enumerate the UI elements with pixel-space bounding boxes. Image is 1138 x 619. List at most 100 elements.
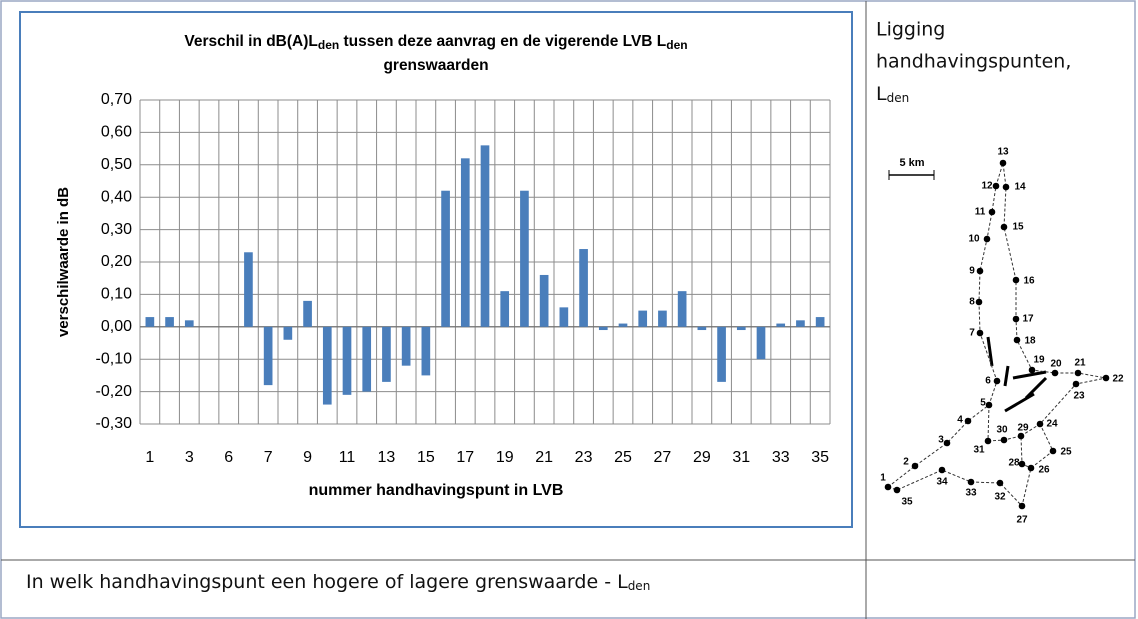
- map-point-label: 4: [957, 415, 963, 426]
- y-tick-label: 0,40: [101, 188, 132, 205]
- bar: [559, 307, 569, 327]
- bar: [756, 326, 766, 360]
- bar: [736, 326, 746, 331]
- runway: [1024, 376, 1048, 400]
- x-tick-label: 27: [654, 449, 672, 466]
- map-point-label: 5: [980, 398, 986, 409]
- map-point-label: 10: [968, 234, 980, 245]
- map-point-label: 25: [1060, 447, 1072, 458]
- title-sub: den: [887, 91, 910, 105]
- title-sub: den: [318, 38, 339, 52]
- bar: [184, 320, 194, 327]
- bar: [520, 190, 529, 327]
- map-point-label: 9: [969, 266, 975, 277]
- map-point-label: 7: [969, 328, 975, 339]
- map-route: [887, 162, 1107, 508]
- plot: -0,30 -0,20 -0,10 0,00 0,10 0,20 0,30 0,40 0,50 0…: [96, 91, 831, 466]
- y-tick-label: 0,70: [101, 91, 132, 108]
- map-point-label: 8: [969, 297, 975, 308]
- map-point-label: 28: [1008, 458, 1020, 469]
- x-tick-label: 11: [339, 449, 356, 466]
- map-point: [976, 267, 984, 275]
- map-point: [1012, 276, 1020, 284]
- bar: [579, 249, 588, 327]
- map-point: [983, 235, 991, 243]
- map-point: [1018, 502, 1026, 510]
- x-tick-label: 25: [614, 449, 632, 466]
- bar: [362, 326, 372, 392]
- bar: [618, 323, 628, 327]
- map-point-label: 33: [965, 488, 977, 499]
- map-point-label: 35: [901, 497, 913, 508]
- map-title: Lden: [876, 83, 909, 105]
- map-point: [993, 377, 1001, 385]
- bar: [244, 252, 253, 327]
- map-point-label: 3: [938, 435, 944, 446]
- bar: [322, 326, 332, 405]
- footer-text: In welk handhavingspunt een hogere of la…: [26, 571, 650, 593]
- map-point: [975, 298, 983, 306]
- bar: [460, 158, 470, 327]
- map-point: [1018, 460, 1026, 468]
- map-point: [1012, 315, 1020, 323]
- map-point-label: 24: [1046, 419, 1058, 430]
- runway: [1004, 392, 1035, 413]
- bar: [303, 300, 312, 327]
- map-point: [1027, 464, 1035, 472]
- bar: [263, 326, 273, 386]
- map-title: Ligging: [876, 19, 945, 41]
- map-point-label: 31: [973, 445, 985, 456]
- x-tick-label: 31: [732, 449, 750, 466]
- scale-label: 5 km: [899, 157, 924, 169]
- map-point-label: 34: [936, 477, 948, 488]
- x-tick-label: 33: [772, 449, 790, 466]
- map-point-label: 12: [981, 181, 993, 192]
- bar: [283, 326, 293, 340]
- bar: [500, 291, 510, 327]
- x-tick-label: 1: [145, 449, 154, 466]
- bar: [145, 317, 155, 327]
- y-tick-label: -0,30: [96, 415, 133, 432]
- bar: [401, 326, 411, 366]
- x-tick-label: 29: [693, 449, 711, 466]
- footer-sub: den: [628, 579, 651, 593]
- bar: [638, 310, 648, 327]
- map-point: [1028, 366, 1036, 374]
- y-tick-label: 0,00: [101, 318, 132, 335]
- map-point-label: 1: [880, 473, 886, 484]
- map-route: [987, 404, 990, 442]
- bar: [539, 274, 549, 327]
- map-point: [1051, 369, 1059, 377]
- bar: [697, 326, 707, 331]
- x-tick-label: 9: [303, 449, 312, 466]
- chart-title-line2: grenswaarden: [383, 57, 488, 74]
- title-sub: den: [666, 38, 687, 52]
- map-point: [1000, 436, 1008, 444]
- map-point-label: 15: [1012, 222, 1024, 233]
- map-point-label: 6: [985, 376, 991, 387]
- x-tick-label: 35: [811, 449, 829, 466]
- map-point: [938, 466, 946, 474]
- map-point: [1072, 380, 1080, 388]
- map-point: [984, 437, 992, 445]
- bar: [598, 326, 608, 331]
- bar: [815, 317, 825, 327]
- y-axis-title: verschilwaarde in dB: [55, 187, 72, 337]
- map-point-label: 14: [1014, 182, 1026, 193]
- map-point: [999, 159, 1007, 167]
- bar: [342, 326, 352, 395]
- title-part: Verschil in dB(A)L: [184, 33, 318, 50]
- bar: [677, 291, 687, 327]
- map-point: [1000, 223, 1008, 231]
- map-route: [987, 435, 1032, 469]
- map-point-label: 17: [1022, 314, 1034, 325]
- map-point-label: 11: [975, 207, 986, 218]
- bar: [382, 326, 391, 382]
- map-point-label: 21: [1074, 358, 1086, 369]
- runway: [986, 336, 994, 367]
- map-point: [967, 478, 975, 486]
